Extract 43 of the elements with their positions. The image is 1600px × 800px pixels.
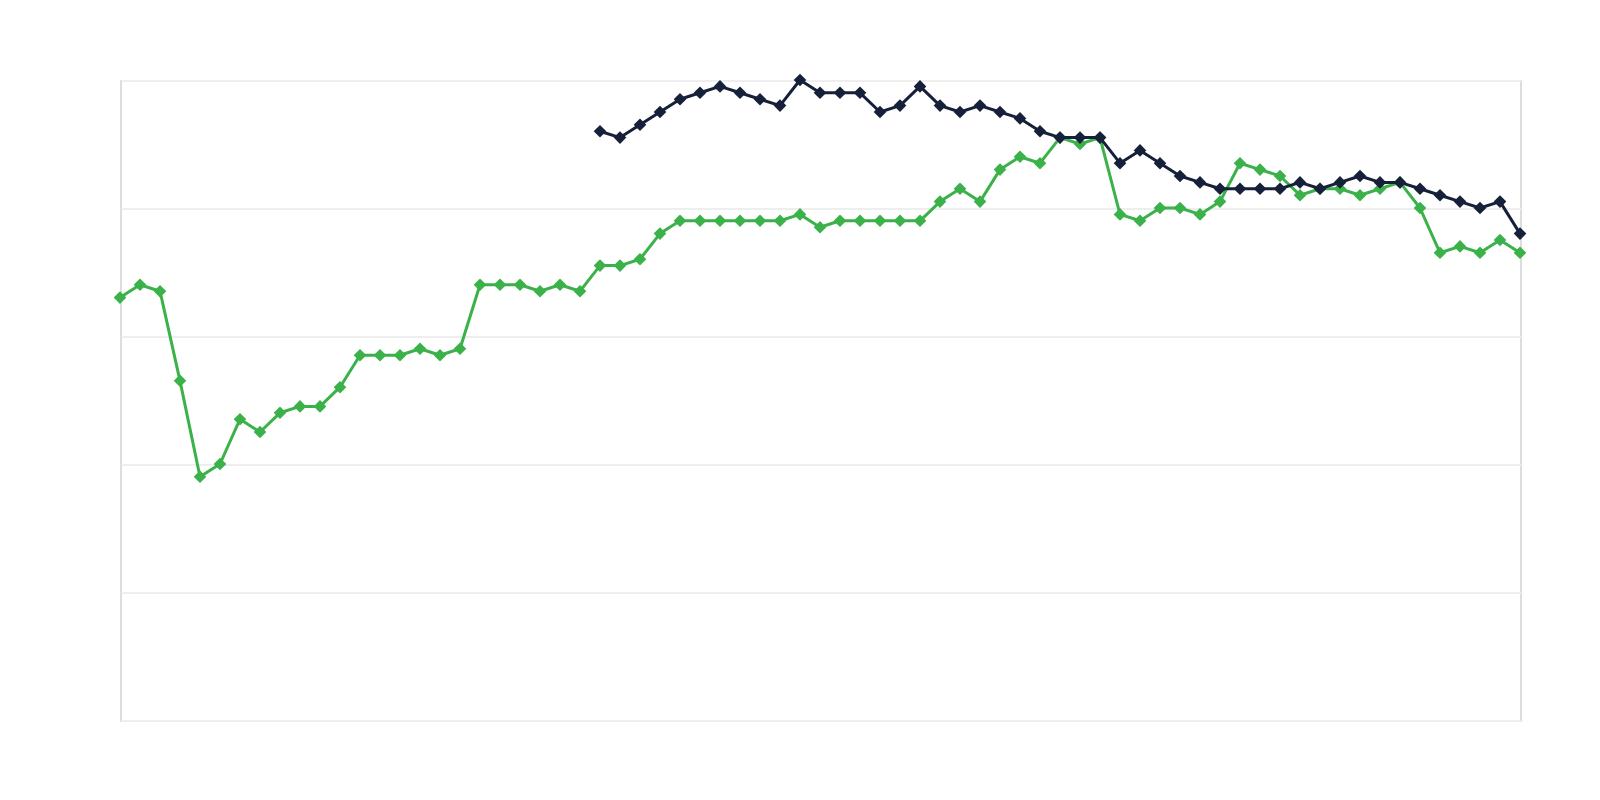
point: [1373, 176, 1387, 189]
point: [1353, 169, 1367, 183]
point: [1413, 182, 1427, 196]
point: [793, 73, 807, 87]
point: [1013, 112, 1027, 125]
point: [833, 86, 847, 100]
point: [1473, 201, 1487, 215]
point: [1433, 188, 1447, 202]
point: [813, 86, 827, 100]
point: [1273, 182, 1287, 196]
point: [1153, 156, 1167, 170]
point: [893, 99, 907, 112]
point: [913, 80, 927, 93]
point: [1033, 124, 1047, 138]
point: [1193, 176, 1207, 189]
point: [613, 131, 627, 144]
point: [853, 86, 867, 100]
point: [1453, 195, 1467, 208]
point: [1113, 156, 1127, 170]
point: [1333, 176, 1347, 189]
point: [753, 92, 767, 106]
point: [1133, 144, 1147, 157]
point: [1213, 182, 1227, 196]
point: [1073, 131, 1087, 144]
point: [673, 92, 687, 106]
point: [1233, 182, 1247, 196]
point: [1493, 195, 1507, 208]
point: [693, 86, 707, 100]
point: [873, 105, 887, 119]
point: [973, 99, 987, 112]
point: [633, 118, 647, 132]
point: [713, 80, 727, 93]
point: [993, 105, 1007, 119]
point: [1513, 227, 1527, 240]
point: [593, 124, 607, 138]
point: [733, 86, 747, 100]
point: [1173, 169, 1187, 183]
point: [653, 105, 667, 119]
point: [773, 99, 787, 112]
point: [1293, 176, 1307, 189]
point: [1253, 182, 1267, 196]
point: [933, 99, 947, 112]
point: [953, 105, 967, 119]
